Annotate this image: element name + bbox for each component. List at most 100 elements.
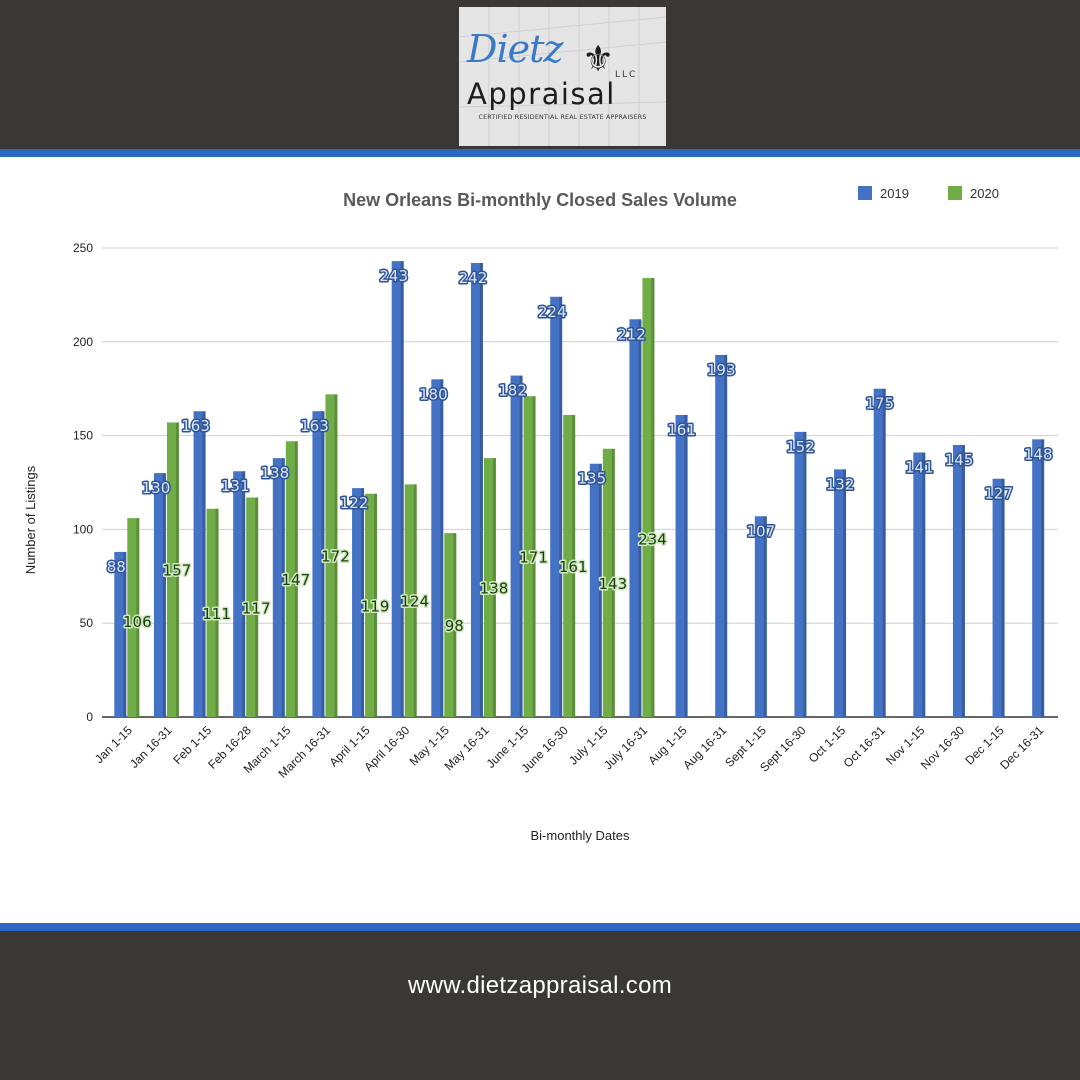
bar-shade (724, 354, 728, 717)
bar-shade (1001, 478, 1005, 717)
data-label-2019: 107 (746, 522, 775, 540)
bar-2020-jan-16-31 (166, 422, 179, 717)
y-tick-label: 0 (86, 710, 93, 724)
bar-shade (611, 448, 615, 717)
bar-shade (440, 379, 444, 717)
y-axis-label: Number of Listings (23, 465, 38, 574)
bar-2019-nov-1-15 (913, 452, 926, 717)
chart-bars (114, 261, 1045, 717)
bar-2019-june-16-30 (550, 296, 563, 717)
logo-name-text: Appraisal (467, 77, 616, 111)
bar-2019-march-1-15 (272, 458, 285, 717)
logo-tagline: CERTIFIED RESIDENTIAL REAL ESTATE APPRAI… (478, 114, 647, 121)
data-label-2019: 122 (340, 494, 369, 512)
bar-shade (413, 484, 417, 717)
bar-shade (492, 458, 496, 717)
bar-shade (215, 508, 219, 717)
data-label-2019: 243 (379, 267, 408, 285)
bar-shade (684, 414, 688, 717)
bar-2019-july-16-31 (629, 319, 642, 717)
bar-shade (843, 469, 847, 717)
bar-2020-march-1-15 (285, 441, 298, 717)
x-tick-label: July 16-31 (601, 723, 650, 772)
bar-shade (321, 411, 325, 717)
bar-2019-april-1-15 (352, 488, 365, 717)
chart-panel (0, 157, 1080, 923)
bar-2019-feb-16-28 (233, 471, 246, 717)
y-tick-label: 200 (73, 335, 93, 349)
bar-2019-jan-16-31 (153, 473, 166, 717)
bar-2019-dec-1-15 (992, 478, 1005, 717)
bar-2019-june-1-15 (510, 375, 523, 717)
data-label-2019: 163 (300, 417, 329, 435)
bar-2019-aug-16-31 (715, 354, 728, 717)
bar-shade (453, 533, 457, 717)
logo-building-illustration (459, 7, 666, 146)
data-label-2019: 212 (617, 325, 646, 343)
bar-2020-jan-1-15 (127, 518, 140, 717)
bar-2020-july-1-15 (602, 448, 615, 717)
bar-2019-feb-1-15 (193, 411, 206, 717)
data-label-2019: 193 (707, 361, 736, 379)
data-label-2020: 147 (281, 571, 310, 589)
bar-2019-aug-1-15 (675, 414, 688, 717)
bar-shade (123, 551, 127, 717)
data-label-2020: 98 (445, 617, 464, 635)
bar-2020-april-1-15 (365, 493, 378, 717)
bar-2019-dec-16-31 (1032, 439, 1045, 717)
data-label-2020: 117 (242, 599, 271, 617)
bar-shade (651, 278, 655, 717)
bar-2020-june-1-15 (523, 396, 536, 717)
data-label-2019: 131 (221, 477, 250, 495)
bar-2019-may-16-31 (470, 263, 483, 717)
chart-gridlines: 0 50 100 150 200 250 (73, 241, 1058, 724)
bar-shade (598, 463, 602, 717)
x-tick-label: Jan 16-31 (127, 723, 175, 771)
data-label-2020: 161 (559, 558, 588, 576)
data-label-2020: 119 (361, 597, 390, 615)
bar-shade (361, 488, 365, 717)
bar-shade (281, 458, 285, 717)
data-label-2019: 148 (1024, 445, 1053, 463)
bar-shade (400, 261, 404, 717)
bar-shade (532, 396, 536, 717)
bar-shade (175, 422, 179, 717)
legend-swatch-2019 (858, 186, 872, 200)
bar-shade (559, 296, 563, 717)
data-label-2019: 175 (865, 395, 894, 413)
bar-2020-july-16-31 (642, 278, 655, 717)
bar-shade (961, 444, 965, 717)
chart-title: New Orleans Bi-monthly Closed Sales Volu… (343, 190, 737, 210)
bar-shade (374, 493, 378, 717)
y-tick-label: 250 (73, 241, 93, 255)
bar-2020-may-1-15 (444, 533, 457, 717)
x-tick-label: Nov 16-30 (918, 723, 967, 772)
data-label-2019: 132 (826, 475, 855, 493)
data-label-2019: 152 (786, 438, 815, 456)
legend-label-2019: 2019 (880, 186, 909, 201)
data-label-2020: 143 (598, 575, 627, 593)
data-label-2019: 88 (107, 558, 126, 576)
bar-shade (242, 471, 246, 717)
top-accent-line (0, 149, 1080, 157)
legend-swatch-2020 (948, 186, 962, 200)
bar-2020-feb-16-28 (246, 497, 259, 717)
data-label-2019: 163 (181, 417, 210, 435)
data-label-2020: 171 (519, 549, 548, 567)
bar-shade (638, 319, 642, 717)
footer-band (0, 931, 1080, 1080)
y-tick-label: 50 (80, 616, 94, 630)
website-url[interactable]: www.dietzappraisal.com (407, 972, 673, 999)
bar-shade (803, 431, 807, 717)
data-label-2019: 182 (498, 382, 527, 400)
bar-shade (334, 394, 338, 717)
bar-2019-sept-1-15 (754, 516, 767, 717)
bar-2019-july-1-15 (589, 463, 602, 717)
logo-script-text: Dietz (467, 27, 563, 71)
bar-2020-april-16-30 (404, 484, 417, 717)
data-label-2019: 180 (419, 385, 448, 403)
data-label-2019: 242 (459, 269, 488, 287)
bar-2019-nov-16-30 (952, 444, 965, 717)
data-label-2019: 224 (538, 303, 567, 321)
